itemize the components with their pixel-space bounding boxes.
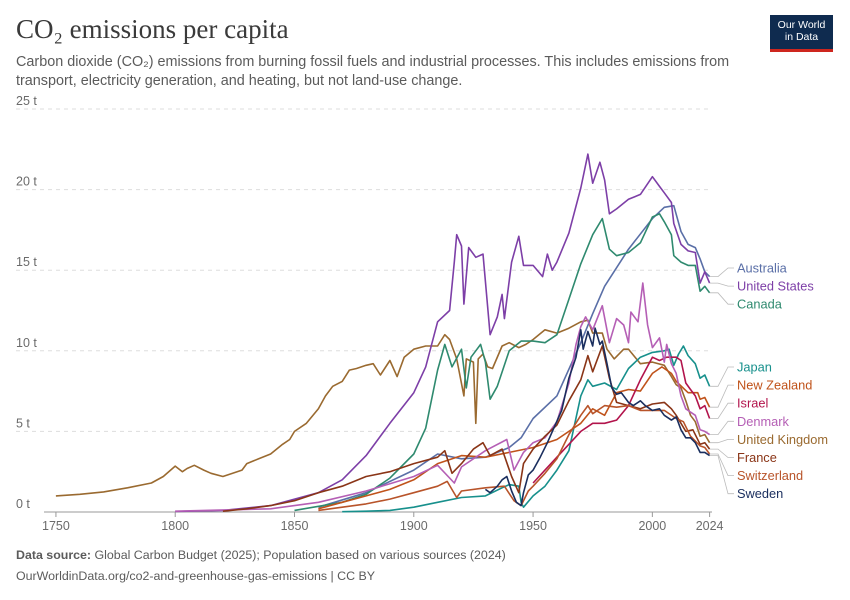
- series-line-united-states[interactable]: [175, 153, 711, 513]
- y-tick-label: 25 t: [16, 94, 37, 108]
- data-source-text: Global Carbon Budget (2025); Population …: [94, 548, 506, 562]
- series-lines: [55, 153, 711, 513]
- owid-logo[interactable]: Our World in Data: [770, 15, 833, 52]
- legend-label-canada[interactable]: Canada: [737, 297, 783, 312]
- series-line-france[interactable]: [222, 345, 711, 512]
- series-line-canada[interactable]: [294, 213, 711, 512]
- legend-connector: [709, 402, 734, 419]
- chart-title: CO₂ emissions per capita: [16, 14, 289, 44]
- legend-label-united-kingdom[interactable]: United Kingdom: [737, 432, 828, 447]
- legend-connector: [709, 292, 734, 305]
- legend-label-united-states[interactable]: United States: [737, 279, 814, 294]
- axes: 0 t 5 t 10 t 15 t 20 t 25 t 1750 1800 1850 1900 19…: [16, 94, 724, 533]
- y-tick-label: 20 t: [16, 175, 37, 189]
- legend-connector: [709, 267, 734, 277]
- series-line-denmark[interactable]: [175, 282, 711, 512]
- source-url[interactable]: OurWorldinData.org/co2-and-greenhouse-ga…: [16, 569, 376, 583]
- legend-label-switzerland[interactable]: Switzerland: [737, 468, 803, 483]
- chart-subtitle: Carbon dioxide (CO₂) emissions from burn…: [16, 54, 730, 89]
- logo-line-2: in Data: [784, 31, 819, 43]
- series-line-new-zealand[interactable]: [318, 366, 711, 510]
- y-tick-label: 15 t: [16, 255, 37, 269]
- legend-connector: [709, 439, 734, 444]
- legend-label-israel[interactable]: Israel: [737, 396, 768, 411]
- x-tick-label: 1850: [281, 519, 309, 533]
- data-source-label: Data source:: [16, 548, 92, 562]
- x-tick-label: 1750: [42, 519, 70, 533]
- legend-label-france[interactable]: France: [737, 450, 777, 465]
- series-line-switzerland[interactable]: [318, 404, 711, 512]
- legend-connector: [709, 420, 734, 435]
- legend-connector: [709, 455, 734, 495]
- legend-connector: [709, 448, 734, 458]
- data-source: Data source: Global Carbon Budget (2025)…: [16, 548, 506, 562]
- series-line-australia[interactable]: [318, 204, 711, 508]
- series-line-united-kingdom[interactable]: [55, 319, 711, 497]
- legend-label-denmark[interactable]: Denmark: [737, 414, 790, 429]
- y-tick-label: 0 t: [16, 497, 30, 511]
- legend-connector: [709, 384, 734, 408]
- x-tick-label: 1900: [400, 519, 428, 533]
- grid-lines: [16, 108, 712, 432]
- legend-label-australia[interactable]: Australia: [737, 261, 788, 276]
- legend-connector: [709, 366, 734, 387]
- legend-label-new-zealand[interactable]: New Zealand: [737, 378, 812, 393]
- y-tick-label: 5 t: [16, 416, 30, 430]
- series-line-japan[interactable]: [342, 345, 711, 513]
- x-tick-label: 2000: [638, 519, 666, 533]
- x-tick-label: 1950: [519, 519, 547, 533]
- x-tick-label: 2024: [696, 519, 724, 533]
- y-tick-label: 10 t: [16, 336, 37, 350]
- legend-label-japan[interactable]: Japan: [737, 360, 772, 375]
- series-line-israel[interactable]: [532, 356, 711, 484]
- series-line-sweden[interactable]: [484, 327, 711, 507]
- logo-line-1: Our World: [777, 19, 826, 31]
- legend: Australia United States Canada Japan New Zea…: [709, 261, 828, 501]
- legend-connector: [709, 282, 734, 287]
- legend-label-sweden[interactable]: Sweden: [737, 486, 783, 501]
- x-tick-label: 1800: [161, 519, 189, 533]
- legend-connector: [709, 453, 734, 476]
